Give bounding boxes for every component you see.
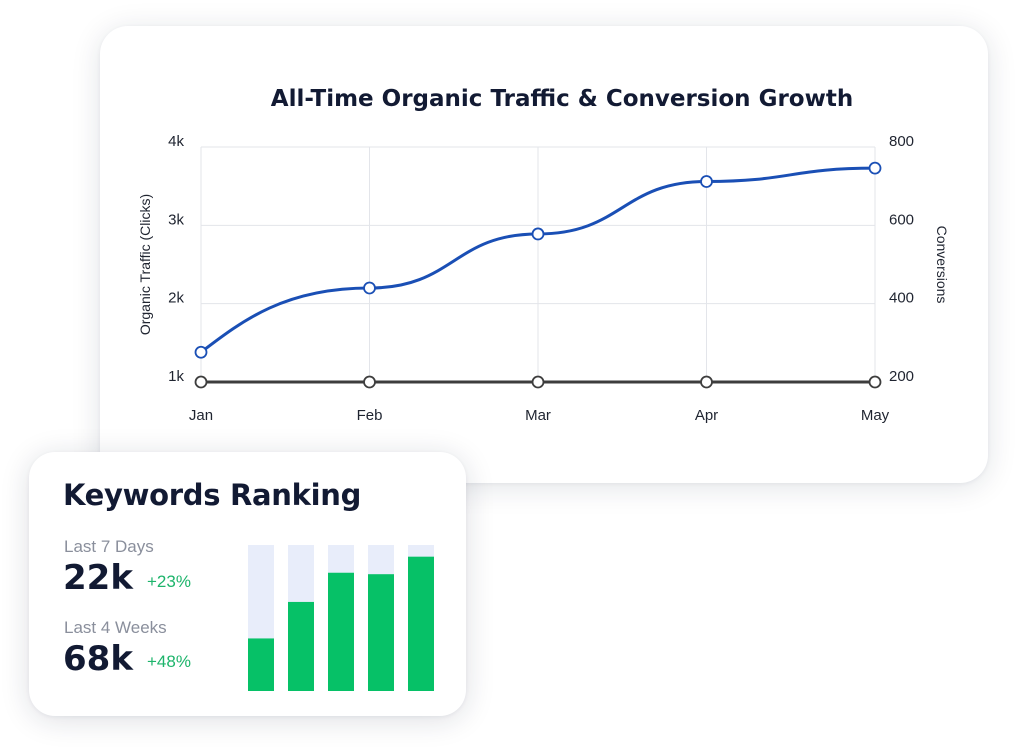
chart-title: All-Time Organic Traffic & Conversion Gr… (271, 86, 853, 112)
data-point-marker (531, 227, 545, 241)
data-point-marker (194, 375, 208, 389)
keywords-ranking-card: Keywords Ranking Last 7 Days 22k +23% La… (29, 452, 466, 716)
y-left-tick-label: 2k (168, 290, 184, 307)
traffic-chart: All-Time Organic Traffic & Conversion Gr… (137, 86, 950, 424)
keyword-bar (328, 572, 354, 691)
data-point-marker (700, 175, 713, 188)
y-right-tick-label: 400 (889, 290, 914, 307)
y-right-tick-label: 800 (889, 133, 914, 150)
keywords-ranking-title: Keywords Ranking (63, 478, 362, 512)
x-tick-label: Jan (189, 407, 213, 424)
y-left-tick-label: 4k (168, 133, 184, 150)
data-point-marker (363, 375, 376, 389)
keyword-bar (368, 574, 394, 691)
y-left-tick-label: 3k (168, 211, 184, 228)
y-right-tick-label: 600 (889, 211, 914, 228)
data-point-marker (194, 345, 208, 359)
x-tick-label: Apr (695, 407, 718, 424)
data-point-marker (700, 375, 713, 389)
keyword-bar (248, 638, 274, 691)
data-point-marker (868, 161, 882, 175)
data-point-marker (868, 375, 882, 389)
x-tick-label: May (861, 407, 890, 424)
data-point-marker (363, 281, 376, 295)
keyword-bar (408, 556, 434, 691)
y-left-axis-title: Organic Traffic (Clicks) (137, 194, 153, 335)
x-tick-label: Mar (525, 407, 551, 424)
stat-value: 22k (63, 558, 133, 598)
keyword-bar (288, 601, 314, 691)
stat-period-label: Last 4 Weeks (64, 618, 167, 637)
traffic-chart-card: All-Time Organic Traffic & Conversion Gr… (100, 26, 988, 483)
stat-change-badge: +48% (147, 652, 191, 671)
keywords-bar-chart (248, 545, 434, 691)
stat-change-badge: +23% (147, 572, 191, 591)
stat-value: 68k (63, 639, 133, 679)
x-tick-label: Feb (357, 407, 383, 424)
y-left-tick-label: 1k (168, 368, 184, 385)
stat-period-label: Last 7 Days (64, 537, 154, 556)
y-right-axis-title: Conversions (934, 226, 950, 304)
y-right-tick-label: 200 (889, 368, 914, 385)
data-point-marker (531, 375, 545, 389)
